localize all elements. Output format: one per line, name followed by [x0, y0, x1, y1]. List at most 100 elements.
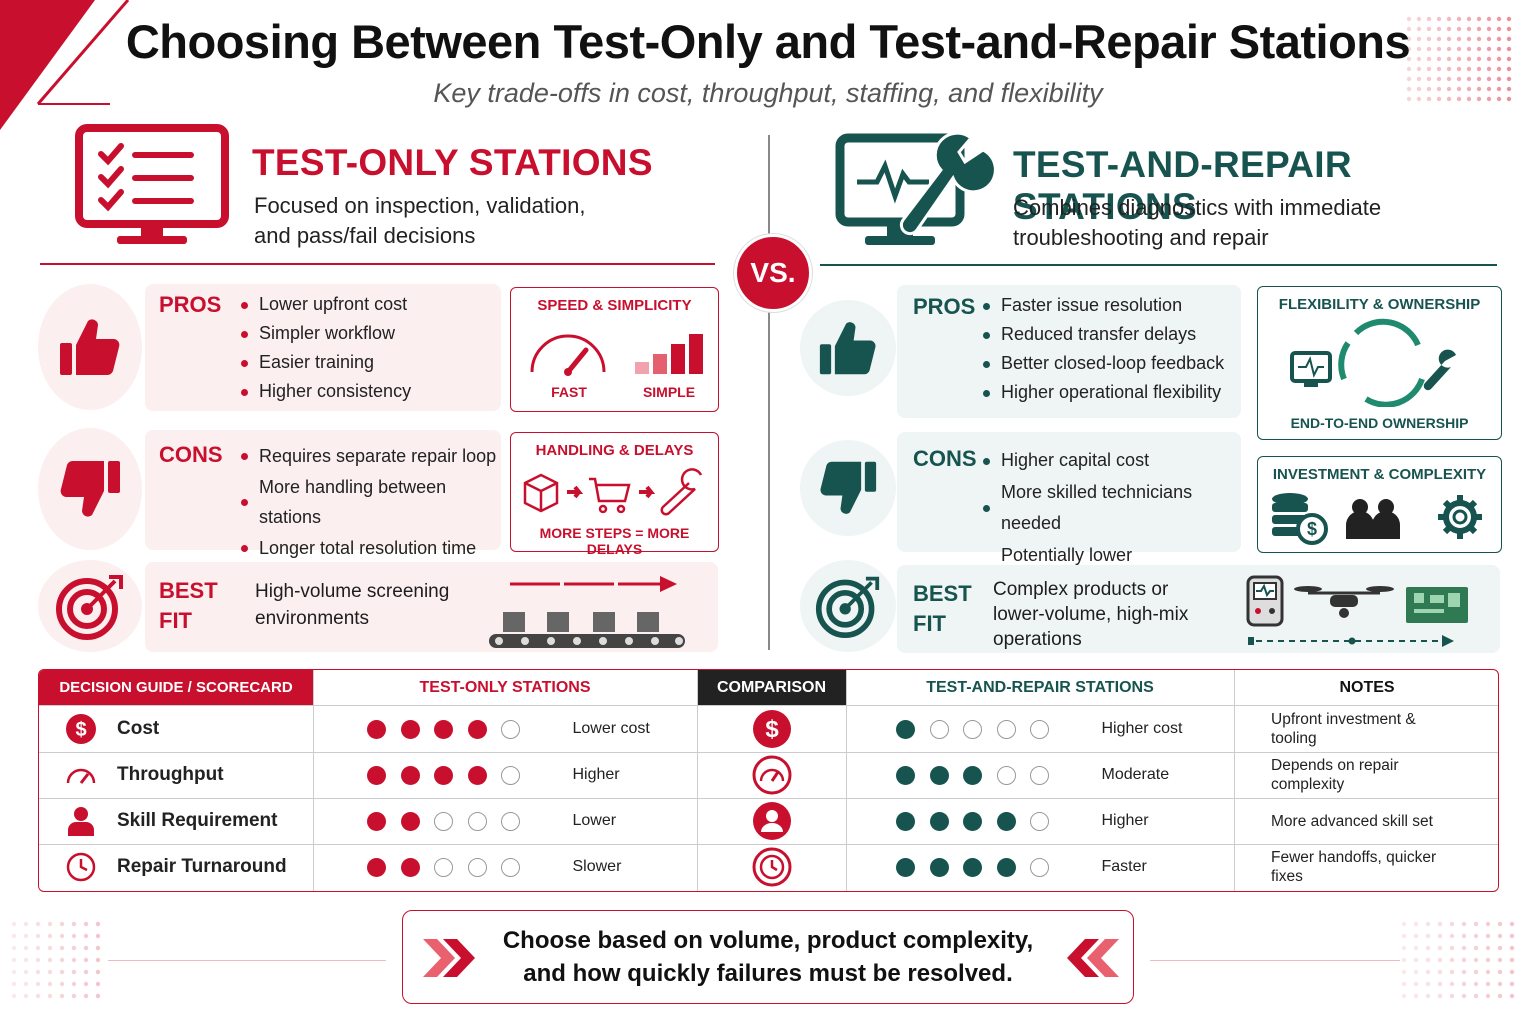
- rating: [896, 811, 1064, 831]
- dot-pattern-part: [1486, 16, 1492, 22]
- pros-card: FLEXIBILITY & OWNERSHIP END-TO-END OWNER…: [1257, 286, 1502, 440]
- icon-badge: [38, 284, 142, 410]
- criterion-icon-svg-part: [66, 852, 96, 882]
- cycle-icon-part: [1290, 351, 1332, 383]
- criterion-icon: [65, 805, 97, 837]
- cycle-icon-part: [1298, 356, 1324, 378]
- dot-pattern-part: [1466, 76, 1472, 82]
- dot-pattern-part: [1426, 76, 1432, 82]
- notes-cell: Fewer handoffs, quicker fixes: [1234, 844, 1498, 890]
- comparison-cell: $: [697, 706, 846, 752]
- dot-pattern-part: [1425, 933, 1431, 939]
- rating-label: Higher: [572, 766, 620, 783]
- comparison-icon-part: [759, 768, 784, 782]
- dot-pattern-part: [95, 945, 101, 951]
- conveyor-icon-part-part: [599, 637, 607, 645]
- criterion: Skill Requirement: [117, 810, 278, 831]
- dot-pattern-part: [95, 969, 101, 975]
- dot-pattern-part: [1401, 933, 1407, 939]
- investment-icons-part-part: [1452, 509, 1468, 525]
- dot-pattern-part: [1496, 46, 1502, 52]
- list-item: Higher operational flexibility: [983, 378, 1224, 407]
- test-only-cell: Slower: [313, 844, 697, 890]
- dot-pattern-part: [35, 969, 41, 975]
- dot-pattern-part: [1473, 969, 1479, 975]
- gauge-icon: [530, 334, 606, 376]
- list-item: Longer total resolution time: [241, 533, 501, 564]
- flow-icons: [523, 468, 703, 516]
- product-icons-part-part: [1448, 593, 1460, 607]
- product-icons-part: [1294, 586, 1394, 618]
- thumbs-down-icon-part-part: [864, 461, 877, 492]
- row-rule: [39, 752, 1498, 753]
- dot-pattern-part: [35, 945, 41, 951]
- checklist-monitor-icon-part: [98, 143, 194, 212]
- card-title: INVESTMENT & COMPLEXITY: [1272, 466, 1487, 483]
- dot-pattern-part: [1401, 957, 1407, 963]
- dot-pattern-part: [1456, 26, 1462, 32]
- corner-decoration-part: [0, 0, 95, 130]
- dot-pattern-part: [1436, 36, 1442, 42]
- rating-dot-filled: [467, 765, 487, 785]
- list-item: Reduced transfer delays: [983, 320, 1224, 349]
- corner-decoration-part: [36, 0, 130, 105]
- rating-dot-filled: [367, 857, 386, 877]
- dot-pattern-part: [1446, 26, 1452, 32]
- dot-pattern-part: [83, 969, 89, 975]
- rating-dot-empty: [963, 719, 982, 739]
- dot-pattern-part: [1506, 76, 1512, 82]
- chevron-icon: [423, 939, 475, 977]
- dot-pattern-part: [1426, 96, 1432, 102]
- dot-pattern-part: [1406, 66, 1412, 72]
- thumbs-down-icon-part-part: [108, 461, 120, 493]
- dot-pattern: [1406, 16, 1512, 102]
- dot-pattern-part: [1425, 921, 1431, 927]
- test-only-cell: Higher: [313, 752, 697, 798]
- dot-pattern-part: [1436, 66, 1442, 72]
- dot-pattern-part: [1426, 36, 1432, 42]
- dot-pattern-part: [1413, 933, 1419, 939]
- dot-pattern-part: [1437, 945, 1443, 951]
- criterion: Throughput: [117, 764, 224, 785]
- dot-pattern-part: [1416, 66, 1422, 72]
- dot-pattern-part: [47, 945, 53, 951]
- dot-pattern-part: [1456, 66, 1462, 72]
- product-icons-part: [1442, 635, 1454, 647]
- rating-dot-empty: [1030, 765, 1049, 785]
- conveyor-icon-part-part: [547, 612, 569, 632]
- target-icon: [815, 576, 880, 639]
- conveyor-icon-part: [489, 634, 685, 648]
- flow-icons-part-part: [523, 473, 559, 513]
- product-icons-part-part: [1294, 586, 1322, 592]
- dot-pattern-part: [1486, 66, 1492, 72]
- dot-pattern-part: [1466, 46, 1472, 52]
- comparison-icon-part: $: [765, 716, 779, 743]
- rating-label: Slower: [572, 858, 622, 875]
- target-icon-part: [56, 578, 118, 640]
- chevron-icon-part: [1067, 939, 1099, 977]
- conveyor-icon-part: [503, 612, 659, 632]
- dot-pattern-part: [1485, 993, 1491, 999]
- conveyor-icon-part-part: [521, 637, 529, 645]
- rating-dot-filled: [963, 765, 982, 785]
- criterion-cell: Throughput: [39, 752, 313, 798]
- rating: [896, 719, 1064, 739]
- product-icons-part: [1348, 637, 1356, 645]
- dot-pattern-part: [1446, 56, 1452, 62]
- criterion-icon-svg-part: $: [75, 719, 86, 741]
- dot-pattern-part: [1425, 993, 1431, 999]
- scorecard-table: DECISION GUIDE / SCORECARD TEST-ONLY STA…: [38, 669, 1499, 892]
- dot-pattern-part: [11, 945, 17, 951]
- section-title: TEST-AND-REPAIR STATIONS: [1013, 144, 1352, 227]
- gauge-icon-part: [565, 347, 589, 375]
- dot-pattern-part: [1496, 66, 1502, 72]
- flow-icons-part-part: [616, 504, 626, 514]
- chevron-icon-part: [423, 939, 455, 977]
- flow-icons-part: [660, 468, 703, 516]
- target-icon: [56, 575, 123, 640]
- comparison-cell: [697, 844, 846, 890]
- rating-dot-empty: [996, 765, 1016, 785]
- pros-card: SPEED & SIMPLICITY FAST SIMPLE: [510, 287, 719, 412]
- dot-pattern-part: [1416, 26, 1422, 32]
